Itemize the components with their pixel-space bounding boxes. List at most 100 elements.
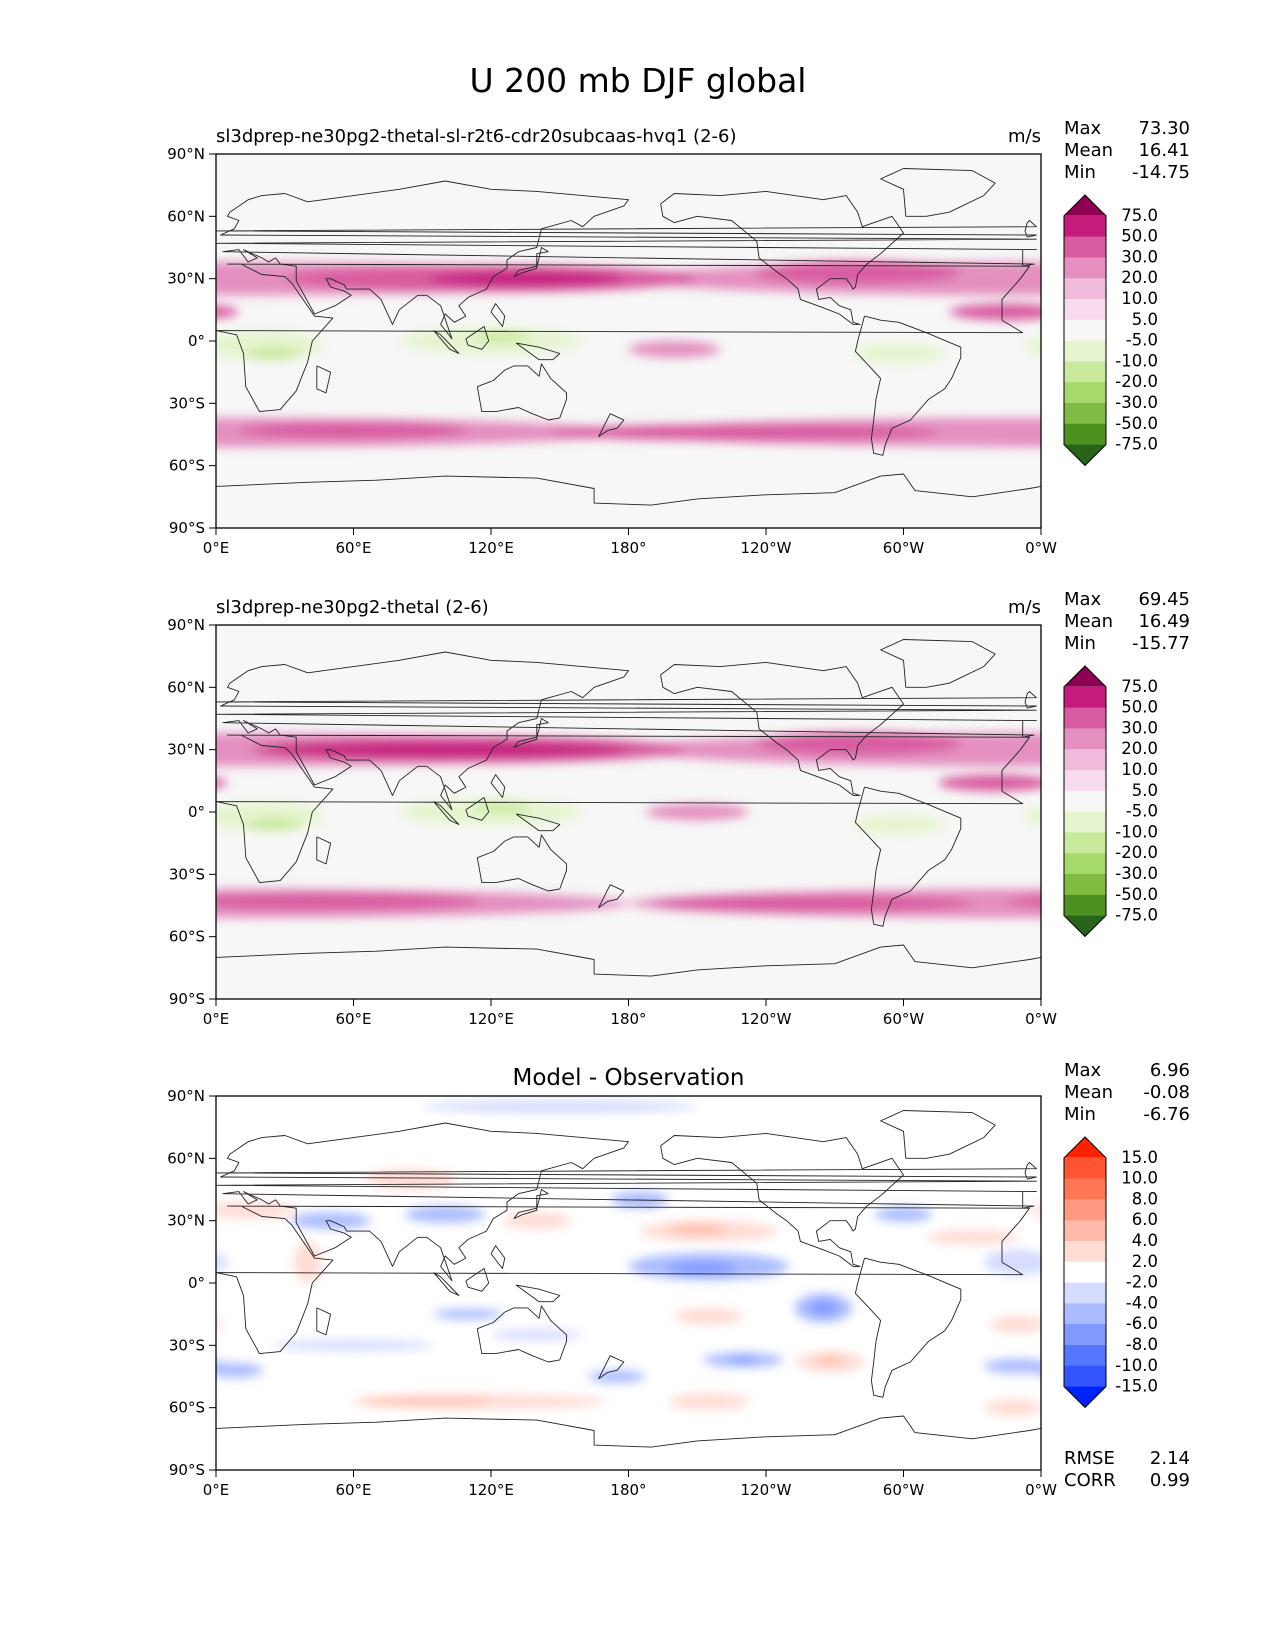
- map-background: [216, 1096, 1041, 1470]
- colorbar-segment: [1064, 1261, 1106, 1284]
- contour-region: [422, 1100, 698, 1113]
- colorbar-tick-label: 6.0: [1132, 1210, 1158, 1229]
- map-background: [216, 154, 1041, 528]
- colorbar-outline: [1063, 194, 1107, 467]
- contour-region: [1023, 335, 1041, 356]
- colorbar-tick-label: 50.0: [1121, 698, 1158, 717]
- coastline: [880, 168, 996, 217]
- stat-label: Min: [1064, 633, 1096, 654]
- contour-region: [949, 303, 1041, 321]
- stat-value: -6.76: [1143, 1104, 1190, 1125]
- contour-region: [628, 341, 721, 358]
- colorbar-tick-label: -10.0: [1115, 1356, 1158, 1375]
- contour-region: [874, 1207, 933, 1222]
- contour-region: [651, 895, 973, 912]
- colorbar-tick-label: 20.0: [1121, 739, 1158, 758]
- contour-region: [490, 1329, 583, 1341]
- colorbar-tick-label: 30.0: [1121, 247, 1158, 266]
- colorbar-tick-label: -4.0: [1126, 1293, 1158, 1312]
- colorbar: 15.0 10.08.0 6.0 4.0 2.0 -2.0-4.0 -6.0 -8.0 -10.…: [1063, 1136, 1158, 1409]
- coastline: [598, 1355, 625, 1380]
- coastlines: [216, 168, 1041, 506]
- colorbar-segment: [1064, 894, 1106, 917]
- y-tick-label: 0°: [188, 332, 205, 350]
- colorbar-tick-label: 10.0: [1121, 760, 1158, 779]
- stat-value: -14.75: [1132, 162, 1190, 183]
- x-tick-label: 0°E: [203, 1010, 230, 1028]
- y-tick-label: 30°N: [167, 1212, 205, 1230]
- contour-region: [244, 347, 302, 360]
- stat-label: Max: [1064, 589, 1102, 610]
- contour-region: [216, 305, 239, 319]
- coastline: [465, 326, 490, 350]
- y-tick-label: 90°S: [169, 1461, 205, 1479]
- colorbar-tick-label: -30.0: [1115, 864, 1158, 883]
- coastline: [433, 801, 460, 825]
- error-stat-label: RMSE: [1064, 1448, 1115, 1469]
- panel-title: sl3dprep-ne30pg2-thetal-sl-r2t6-cdr20sub…: [216, 126, 737, 147]
- colorbar-segment: [1064, 299, 1106, 321]
- coastline: [216, 944, 1041, 977]
- colorbar-tick-label: -6.0: [1126, 1314, 1158, 1333]
- colorbar-tick-label: 8.0: [1132, 1189, 1158, 1208]
- x-tick-label: 0°E: [203, 1481, 230, 1499]
- stat-label: Mean: [1064, 1082, 1113, 1103]
- coastlines: [216, 1110, 1041, 1448]
- contour-region: [1029, 1204, 1041, 1216]
- contour-region: [433, 1308, 503, 1320]
- y-tick-label: 60°N: [167, 678, 205, 696]
- y-tick-label: 60°S: [169, 928, 205, 946]
- error-stat-value: 2.14: [1150, 1448, 1190, 1469]
- colorbar-tick-label: 5.0: [1132, 781, 1158, 800]
- y-tick-label: 30°N: [167, 741, 205, 759]
- coastline: [513, 1189, 549, 1220]
- x-tick-label: 120°W: [741, 1010, 792, 1028]
- contour-region: [216, 777, 228, 788]
- y-tick-label: 60°S: [169, 457, 205, 475]
- y-tick-label: 90°N: [167, 616, 205, 634]
- contour-region: [548, 424, 938, 441]
- colorbar-tick-label: 30.0: [1121, 718, 1158, 737]
- coastline: [216, 1205, 1030, 1355]
- x-tick-label: 60°E: [335, 1481, 371, 1499]
- coastline: [854, 1257, 962, 1398]
- error-stat-value: 0.99: [1150, 1470, 1190, 1491]
- contour-region: [853, 814, 945, 835]
- x-tick-label: 120°W: [741, 1481, 792, 1499]
- colorbar-tick-label: 4.0: [1132, 1231, 1158, 1250]
- coastline: [598, 884, 625, 909]
- colorbar-segment: [1064, 361, 1106, 383]
- coastline: [465, 797, 490, 821]
- contour-region: [405, 1206, 486, 1223]
- colorbar-tick-label: -50.0: [1115, 885, 1158, 904]
- x-tick-label: 180°: [610, 1010, 646, 1028]
- coastline: [880, 639, 996, 688]
- coastline: [216, 220, 1037, 238]
- contour-region: [926, 1230, 1019, 1245]
- coastline: [854, 786, 962, 927]
- y-tick-label: 30°S: [169, 1336, 205, 1354]
- x-tick-label: 60°E: [335, 1010, 371, 1028]
- colorbar-segment: [1064, 1178, 1106, 1200]
- colorbar-segment: [1064, 770, 1106, 792]
- contour-region: [983, 1249, 1041, 1275]
- y-tick-label: 30°S: [169, 394, 205, 412]
- colorbar-segment: [1064, 1303, 1106, 1325]
- colorbar-extend-min: [1064, 915, 1106, 937]
- colorbar-segment: [1064, 1157, 1106, 1180]
- x-tick-label: 120°W: [741, 539, 792, 557]
- colorbar-segment: [1064, 340, 1106, 362]
- coastline: [316, 365, 332, 394]
- x-tick-label: 0°W: [1025, 1010, 1057, 1028]
- colorbar-segment: [1064, 853, 1106, 875]
- contour-region: [588, 1370, 646, 1383]
- coastline: [490, 774, 506, 798]
- colorbar-segment: [1064, 319, 1106, 342]
- coastline: [216, 691, 1037, 709]
- stat-value: 73.30: [1138, 118, 1190, 139]
- panel-title: Model - Observation: [512, 1065, 744, 1091]
- contour-region: [502, 1212, 572, 1229]
- x-tick-label: 120°E: [468, 1010, 514, 1028]
- x-tick-label: 60°W: [883, 539, 925, 557]
